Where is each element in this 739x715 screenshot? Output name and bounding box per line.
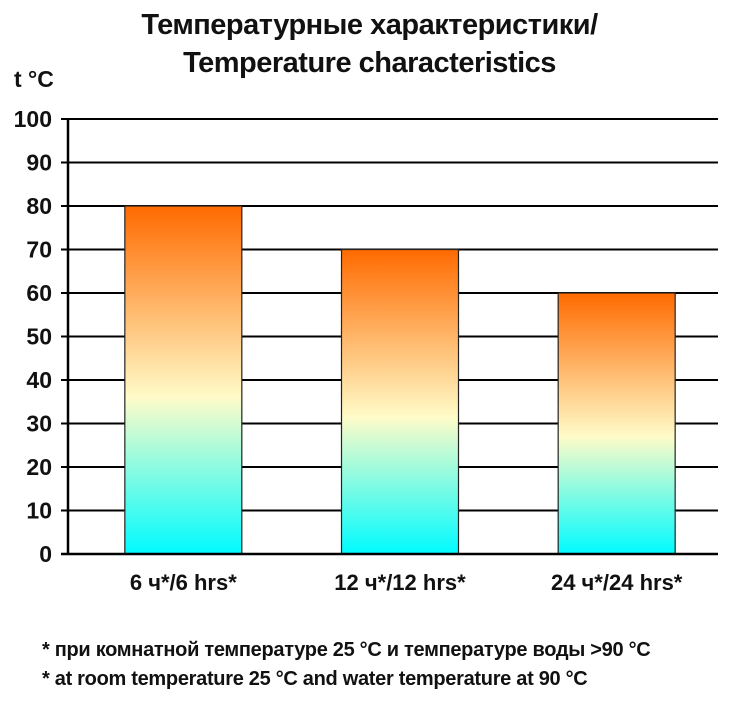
chart-title: Температурные характеристики/ Temperatur… xyxy=(0,6,739,82)
y-tick-label-60: 60 xyxy=(26,280,52,306)
bar-1 xyxy=(124,205,243,555)
x-category-label-3: 24 ч*/24 hrs* xyxy=(551,570,683,595)
axes xyxy=(61,118,718,556)
bar-2 xyxy=(340,248,460,555)
y-tick-label-50: 50 xyxy=(26,324,52,350)
bar-chart: 0 10 20 30 40 50 60 70 80 90 100 t °C 6 ч*/6 hrs* 12 … xyxy=(14,66,718,595)
chart-title-line-2: Temperature characteristics xyxy=(183,47,556,79)
y-tick-label-20: 20 xyxy=(26,454,52,480)
footnote-english: * at room temperature 25 °С and water te… xyxy=(42,668,588,690)
bar-3 xyxy=(557,292,676,555)
tick-labels: 0 10 20 30 40 50 60 70 80 90 100 t °C 6 ч*/6 hrs* 12 … xyxy=(14,66,683,595)
footnotes: * при комнатной температуре 25 °С и темп… xyxy=(42,636,651,694)
y-tick-label-40: 40 xyxy=(26,367,52,393)
y-tick-label-30: 30 xyxy=(26,411,52,437)
footnote-russian: * при комнатной температуре 25 °С и темп… xyxy=(42,639,651,661)
chart-title-line-1: Температурные характеристики/ xyxy=(141,9,598,41)
x-category-label-2: 12 ч*/12 hrs* xyxy=(334,570,466,595)
y-tick-label-10: 10 xyxy=(26,498,52,524)
y-tick-label-0: 0 xyxy=(39,541,52,567)
y-tick-label-70: 70 xyxy=(26,237,52,263)
y-axis-label: t °C xyxy=(14,66,54,92)
y-tick-label-100: 100 xyxy=(14,106,52,132)
x-category-label-1: 6 ч*/6 hrs* xyxy=(130,570,237,595)
y-tick-label-90: 90 xyxy=(26,150,52,176)
y-tick-label-80: 80 xyxy=(26,193,52,219)
bars xyxy=(124,205,676,555)
